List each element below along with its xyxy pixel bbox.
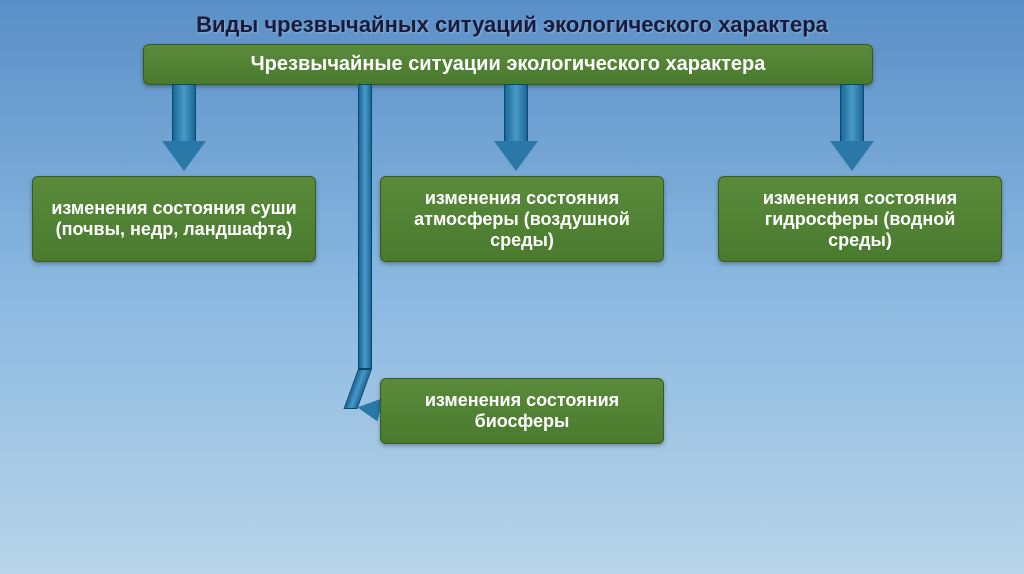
child-box-land: изменения состояния суши (почвы, недр, л… bbox=[32, 176, 316, 262]
main-category-box: Чрезвычайные ситуации экологического хар… bbox=[143, 44, 873, 85]
child-box-biosphere: изменения состояния биосферы bbox=[380, 378, 664, 444]
child-box-atmosphere: изменения состояния атмосферы (воздушной… bbox=[380, 176, 664, 262]
child-box-hydrosphere: изменения состояния гидросферы (водной с… bbox=[718, 176, 1002, 262]
diagram-title: Виды чрезвычайных ситуаций экологическог… bbox=[0, 0, 1024, 38]
